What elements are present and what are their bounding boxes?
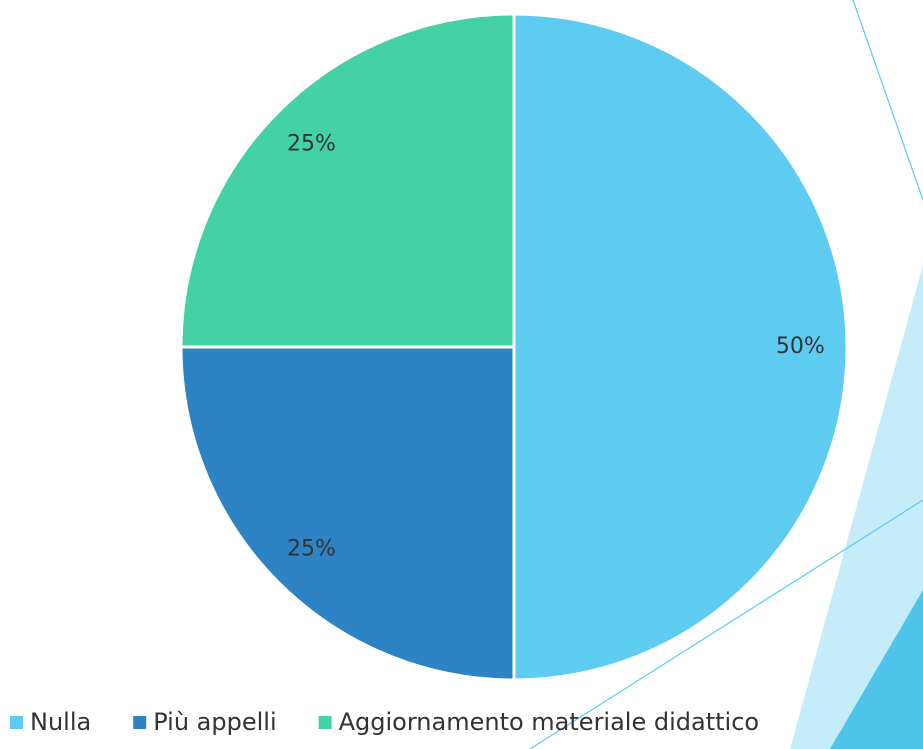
legend-swatch <box>318 716 332 729</box>
legend-label: Nulla <box>30 708 91 736</box>
value-label: 25% <box>287 131 336 156</box>
legend-label: Più appelli <box>153 708 276 736</box>
legend: Nulla Più appelli Aggiornamento materiale … <box>10 708 759 736</box>
legend-swatch <box>133 716 147 729</box>
background-decoration <box>529 0 923 749</box>
value-label: 25% <box>287 537 336 562</box>
pie-slice <box>512 12 849 682</box>
pie-slice <box>179 12 516 349</box>
pie <box>179 12 849 682</box>
pie-slice <box>179 345 516 682</box>
value-labels: 50% 25% 25% <box>287 131 825 561</box>
legend-swatch <box>10 716 23 729</box>
value-label: 50% <box>776 334 825 359</box>
legend-label: Aggiornamento materiale didattico <box>339 708 759 736</box>
